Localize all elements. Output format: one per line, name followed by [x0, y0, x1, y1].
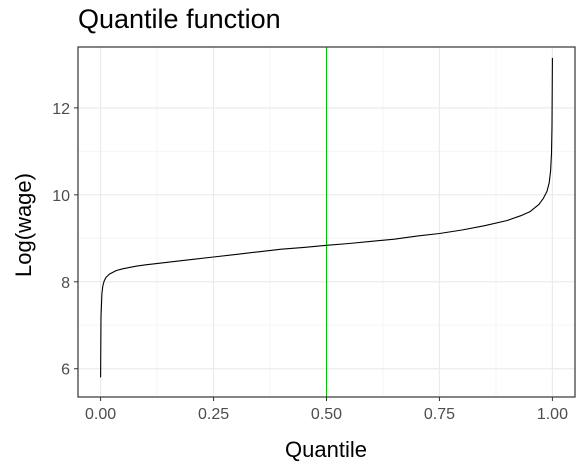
y-tick-label: 12: [52, 101, 70, 118]
x-tick-label: 0.50: [311, 406, 342, 423]
y-tick-label: 6: [61, 362, 70, 379]
series-layer: [100, 57, 553, 378]
y-tick-label: 8: [61, 275, 70, 292]
y-axis-title: Log(wage): [11, 173, 36, 277]
x-axis-title: Quantile: [285, 437, 367, 462]
panel-border: [77, 46, 576, 398]
y-tick-label: 10: [52, 188, 70, 205]
x-tick-label: 0.75: [424, 406, 455, 423]
axes: 0.00 0.25 0.50 0.75 1.00 6 8 10 12: [52, 101, 568, 423]
x-tick-label: 0.25: [198, 406, 229, 423]
quantile-line: [100, 57, 553, 378]
x-tick-label: 0.00: [85, 406, 116, 423]
x-tick-label: 1.00: [537, 406, 568, 423]
chart-title: Quantile function: [78, 4, 281, 34]
